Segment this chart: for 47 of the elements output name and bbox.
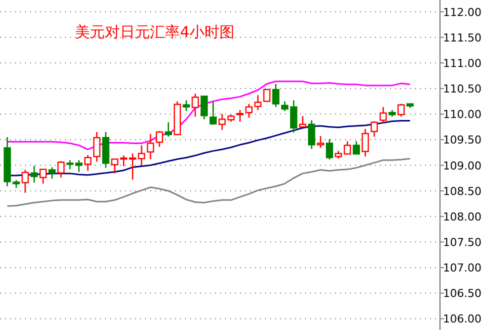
candlestick	[75, 159, 82, 173]
candlestick	[218, 113, 226, 131]
candlestick	[146, 133, 154, 160]
candlestick	[66, 159, 74, 170]
candlestick	[182, 100, 190, 112]
candlestick	[326, 138, 334, 160]
candlestick	[272, 83, 280, 108]
candlestick	[48, 166, 56, 180]
candlestick	[344, 140, 351, 156]
y-tick-label: 107.50	[443, 236, 482, 249]
candlestick	[362, 128, 369, 158]
y-tick-label: 107.00	[443, 262, 482, 275]
candlestick	[22, 169, 29, 194]
candlestick	[57, 160, 65, 178]
candlestick	[380, 106, 387, 124]
y-tick-label: 108.00	[443, 210, 482, 224]
candlestick	[200, 96, 208, 120]
candlestick	[93, 131, 100, 162]
candlestick	[398, 103, 405, 118]
y-tick-label: 106.00	[443, 312, 482, 326]
candlestick	[316, 135, 324, 149]
candlestick	[40, 168, 47, 184]
y-tick-label: 110.00	[443, 108, 482, 122]
text: 美元对日元汇率4小时图	[75, 23, 235, 41]
candlestick	[352, 140, 360, 155]
candlestick	[263, 88, 270, 102]
y-tick-label: 110.50	[443, 82, 482, 96]
candlestick	[156, 130, 164, 148]
candlestick	[138, 144, 146, 166]
y-tick-label: 109.50	[443, 134, 482, 147]
y-tick-label: 108.50	[443, 184, 482, 198]
candlestick	[308, 120, 316, 150]
y-tick-label: 111.00	[443, 56, 482, 70]
y-tick-label: 111.50	[443, 31, 482, 44]
candlestick	[254, 94, 262, 111]
candlestick	[299, 115, 306, 128]
candlestick	[192, 92, 199, 118]
candlestick	[164, 122, 172, 138]
candlestick	[210, 101, 217, 126]
y-tick-label: 106.50	[443, 287, 482, 300]
candlestick	[30, 165, 38, 184]
candlestick	[370, 120, 378, 138]
candlestick	[236, 109, 244, 122]
y-tick-label: 112.00	[443, 6, 482, 19]
y-tick-label: 109.00	[443, 159, 482, 172]
candlestick	[84, 154, 92, 172]
candlestick	[245, 103, 253, 118]
